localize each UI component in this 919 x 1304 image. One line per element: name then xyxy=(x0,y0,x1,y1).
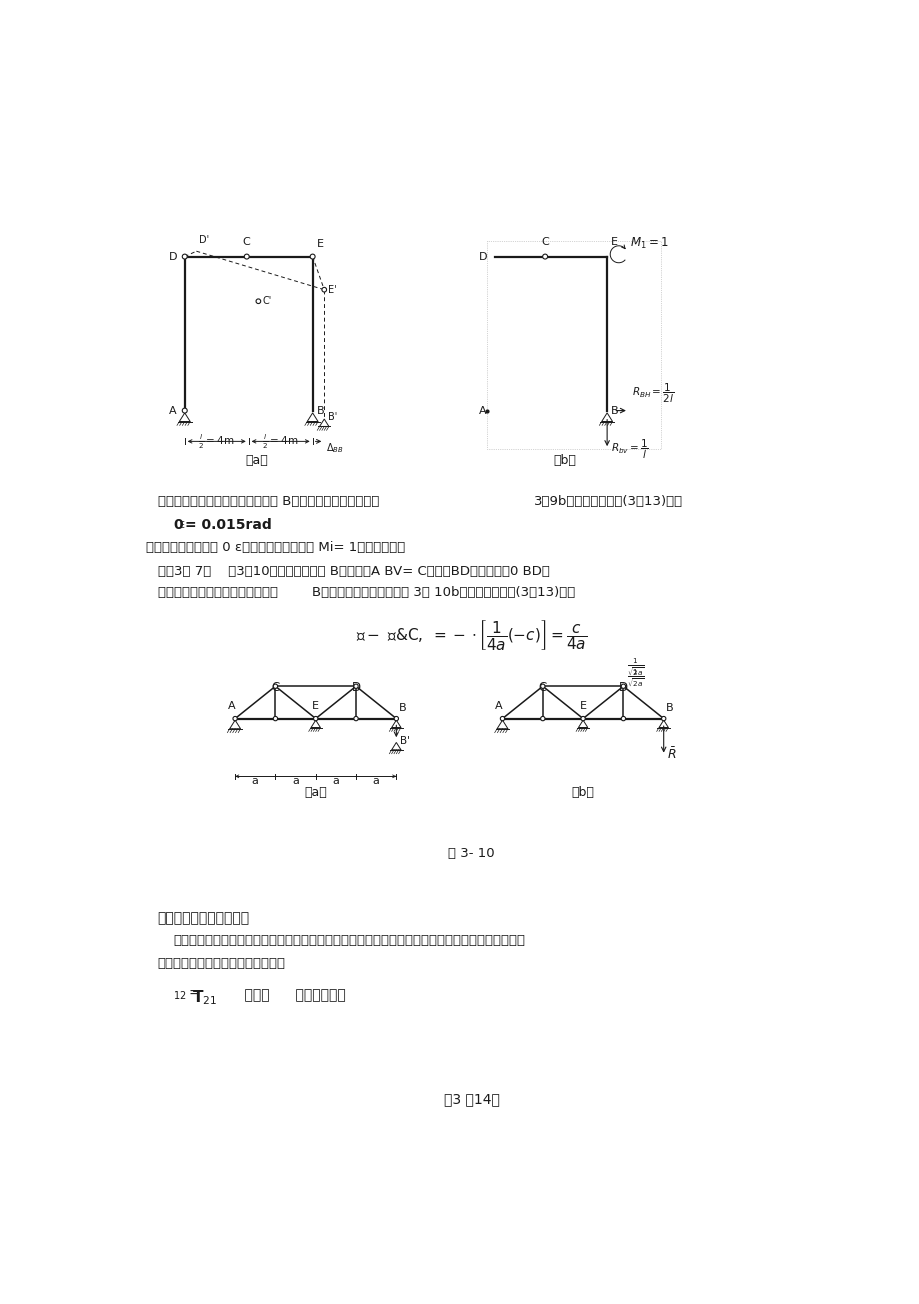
Text: 3－9b所示。于是由式(3－13)可得: 3－9b所示。于是由式(3－13)可得 xyxy=(533,496,682,509)
Text: D: D xyxy=(169,252,177,262)
Text: E: E xyxy=(610,237,618,248)
Circle shape xyxy=(182,408,187,413)
Text: $\frac{l}{2}=4\mathrm{m}$: $\frac{l}{2}=4\mathrm{m}$ xyxy=(199,433,234,451)
Text: = 0.015rad: = 0.015rad xyxy=(185,519,271,532)
Text: D: D xyxy=(618,681,628,694)
Circle shape xyxy=(233,716,237,721)
Text: $R_{BH}=\dfrac{1}{2l}$: $R_{BH}=\dfrac{1}{2l}$ xyxy=(631,382,674,406)
Circle shape xyxy=(273,685,278,689)
Circle shape xyxy=(322,287,326,292)
Circle shape xyxy=(354,685,357,689)
Text: $_{\rm E}$: $_{\rm E}$ xyxy=(178,519,185,532)
Circle shape xyxy=(255,299,260,304)
Circle shape xyxy=(540,685,544,689)
Text: （一）: （一） xyxy=(227,988,269,1001)
Text: E': E' xyxy=(328,284,336,295)
Text: $\bar{R}$: $\bar{R}$ xyxy=(666,746,675,762)
Text: （b）: （b） xyxy=(571,785,594,798)
Text: 图 3- 10: 图 3- 10 xyxy=(448,848,494,861)
Text: E: E xyxy=(312,700,319,711)
Text: 位移是微小的，可以应用叠加原理。: 位移是微小的，可以应用叠加原理。 xyxy=(157,957,285,970)
Text: C: C xyxy=(540,236,549,246)
Text: E: E xyxy=(316,239,323,249)
Text: 虚功互等定理: 虚功互等定理 xyxy=(278,988,346,1001)
Circle shape xyxy=(273,716,278,721)
Circle shape xyxy=(244,254,249,259)
Text: $\frac{1}{\sqrt{2a}}$: $\frac{1}{\sqrt{2a}}$ xyxy=(627,668,644,690)
Text: 0: 0 xyxy=(173,519,183,532)
Text: $\text{仔} - \ \text{乞\&C},\ =- \cdot \left[\dfrac{1}{4a}(-c)\right]=\dfrac{c}{4a: $\text{仔} - \ \text{乞\&C},\ =- \cdot \le… xyxy=(356,618,586,652)
Text: a: a xyxy=(332,776,339,785)
Text: （3 －14）: （3 －14） xyxy=(443,1091,499,1106)
Circle shape xyxy=(620,685,625,689)
Text: A: A xyxy=(168,406,176,416)
Text: A: A xyxy=(494,700,502,711)
Text: 〔解〕虚设状态及虚设状态中支座        B处的反力大小及方向如图 3－ 10b所示。于是由式(3－13)可得: 〔解〕虚设状态及虚设状态中支座 B处的反力大小及方向如图 3－ 10b所示。于是… xyxy=(157,585,574,599)
Text: a: a xyxy=(252,776,258,785)
Text: D: D xyxy=(479,252,487,262)
Text: C: C xyxy=(539,681,546,694)
Circle shape xyxy=(620,716,625,721)
Text: $_{12}=$: $_{12}=$ xyxy=(173,988,200,1001)
Text: D': D' xyxy=(199,236,210,245)
Text: B: B xyxy=(398,703,406,713)
Text: D: D xyxy=(351,681,360,694)
Text: C': C' xyxy=(262,296,271,306)
Circle shape xyxy=(354,716,357,721)
Text: 〔例3－ 7〕    图3－10所示桁架的支座 B向下移动A BV= C，试求BD杆的角位移0 BD。: 〔例3－ 7〕 图3－10所示桁架的支座 B向下移动A BV= C，试求BD杆的… xyxy=(157,565,549,578)
Circle shape xyxy=(393,716,398,721)
Text: B: B xyxy=(665,703,673,713)
Text: A: A xyxy=(479,406,486,416)
Circle shape xyxy=(580,716,584,721)
Circle shape xyxy=(310,254,315,259)
Circle shape xyxy=(542,254,547,259)
Text: （a）: （a） xyxy=(304,785,327,798)
Text: 六、弹性体系的互等定理: 六、弹性体系的互等定理 xyxy=(157,911,249,925)
Text: $R_{bv}=\dfrac{1}{l}$: $R_{bv}=\dfrac{1}{l}$ xyxy=(610,438,648,462)
Text: B': B' xyxy=(400,735,410,746)
Text: C: C xyxy=(271,681,279,694)
Circle shape xyxy=(313,716,318,721)
Text: 下面四个互等定理，适用于线性弹性体系，线性弹性体系的特征是应力应变之间为线性关系，体系的: 下面四个互等定理，适用于线性弹性体系，线性弹性体系的特征是应力应变之间为线性关系… xyxy=(173,934,525,947)
Text: A: A xyxy=(227,700,235,711)
Text: 所得结果为正，表示 0 ε的实际方向与假设的 Mi= 1的方向相同。: 所得结果为正，表示 0 ε的实际方向与假设的 Mi= 1的方向相同。 xyxy=(146,541,404,554)
Text: B: B xyxy=(610,406,618,416)
Text: $\frac{l}{2}=4\mathrm{m}$: $\frac{l}{2}=4\mathrm{m}$ xyxy=(262,433,299,451)
Text: B': B' xyxy=(328,412,337,421)
Text: E: E xyxy=(579,700,586,711)
Text: a: a xyxy=(372,776,380,785)
Text: C: C xyxy=(243,236,250,246)
Text: （b）: （b） xyxy=(552,455,575,467)
Circle shape xyxy=(182,254,187,259)
Circle shape xyxy=(500,716,505,721)
Text: $\Delta_{BB}$: $\Delta_{BB}$ xyxy=(325,441,343,455)
Text: B: B xyxy=(316,406,323,416)
Text: $M_1=1$: $M_1=1$ xyxy=(630,236,668,250)
Text: $\frac{1}{\sqrt{2a}}$: $\frac{1}{\sqrt{2a}}$ xyxy=(627,657,644,679)
Text: （a）: （a） xyxy=(244,455,267,467)
Circle shape xyxy=(661,716,665,721)
Text: a: a xyxy=(292,776,299,785)
Text: $\mathbf{T}_{21}$: $\mathbf{T}_{21}$ xyxy=(192,988,217,1007)
Circle shape xyxy=(540,716,544,721)
Text: 〔解〕虚设状态及虚设状态中支座 B处的反力大小和方向如图: 〔解〕虚设状态及虚设状态中支座 B处的反力大小和方向如图 xyxy=(157,496,379,509)
